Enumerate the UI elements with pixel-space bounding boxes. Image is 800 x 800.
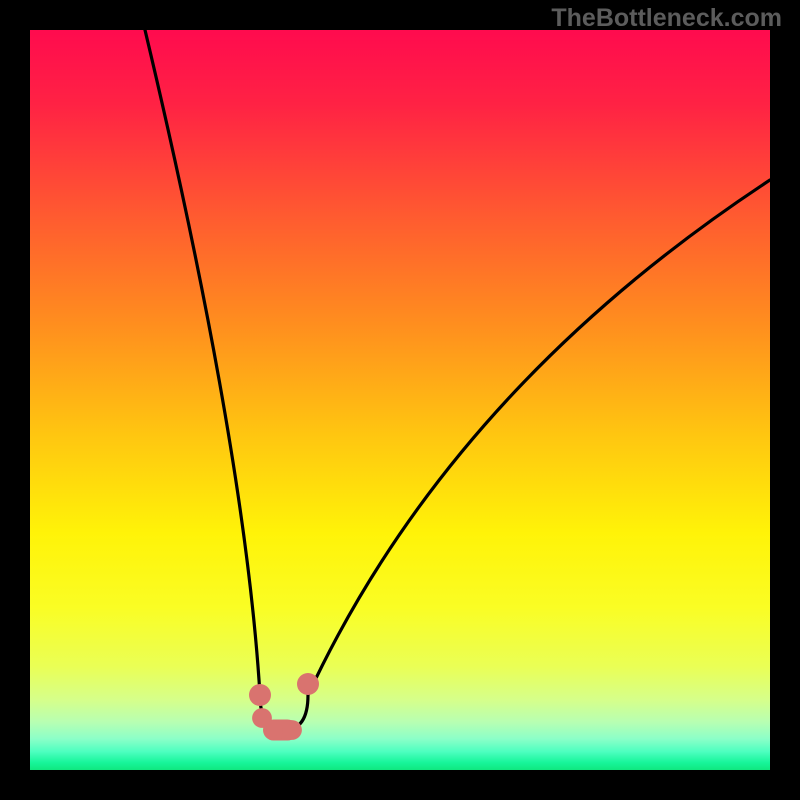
gradient-rect	[30, 30, 770, 770]
marker-dot-1	[297, 673, 319, 695]
marker-dot-0	[249, 684, 271, 706]
marker-fill-2	[282, 720, 302, 740]
chart-svg	[30, 30, 770, 770]
plot-area	[30, 30, 770, 770]
watermark-text: TheBottleneck.com	[551, 4, 782, 33]
chart-frame: TheBottleneck.com	[0, 0, 800, 800]
